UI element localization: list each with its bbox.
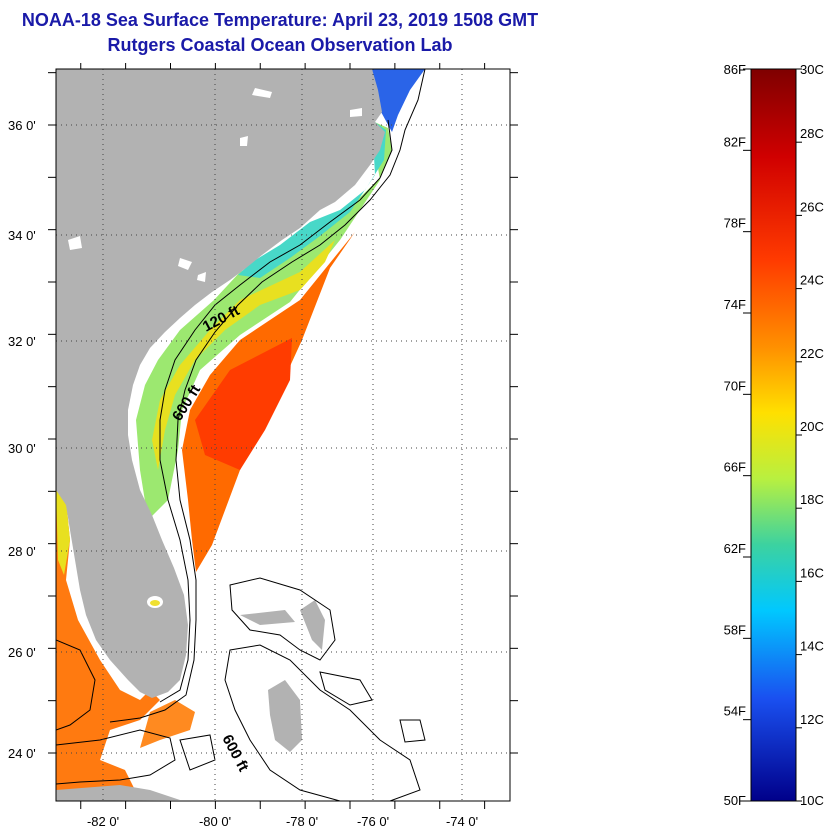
colorbar-label-c: 26C — [800, 199, 824, 214]
lat-label: 34 0' — [8, 228, 36, 243]
colorbar-label-f: 66F — [724, 460, 746, 475]
colorbar-label-f: 50F — [724, 793, 746, 808]
lake-mattamuskeet — [350, 108, 362, 117]
colorbar-label-f: 62F — [724, 541, 746, 556]
lat-label: 32 0' — [8, 334, 36, 349]
sst-cold-north — [372, 69, 425, 132]
contour-great-bahama-bank — [224, 644, 421, 801]
sst-florida-straits — [140, 700, 195, 748]
colorbar-ticks — [743, 68, 802, 802]
lon-label: -74 0' — [446, 814, 478, 829]
colorbar-label-c: 24C — [800, 273, 824, 288]
colorbar-label-c: 20C — [800, 419, 824, 434]
colorbar-label-f: 86F — [724, 62, 746, 77]
colorbar-celsius-labels: 30C 28C 26C 24C 22C 20C 18C 16C 14C 12C 10C — [800, 62, 824, 808]
map-frame — [55, 68, 511, 802]
sst-gulf-shelf — [56, 490, 70, 575]
colorbar-label-f: 70F — [724, 378, 746, 393]
map-panel — [56, 69, 510, 801]
lake-kerr — [252, 88, 272, 98]
colorbar-gradient — [750, 68, 797, 802]
colorbar-fahrenheit-labels: 86F 82F 78F 74F 70F 66F 62F 58F 54F 50F — [724, 62, 746, 808]
sst-swath-warm-core — [195, 338, 292, 470]
lake-moultrie — [197, 272, 206, 282]
lon-label: -80 0' — [199, 814, 231, 829]
map-title: NOAA-18 Sea Surface Temperature: April 2… — [21, 10, 539, 30]
sst-gulf-of-mexico — [56, 490, 160, 801]
sst-shelf-yellow — [152, 240, 335, 470]
lake-hartwell — [68, 236, 82, 250]
colorbar-label-c: 28C — [800, 126, 824, 141]
latitude-axis-labels: 36 0' 34 0' 32 0' 30 0' 28 0' 26 0' 24 0… — [8, 118, 36, 761]
contour-120ft — [159, 119, 393, 703]
lat-label: 28 0' — [8, 544, 36, 559]
lake-jordan — [240, 136, 248, 146]
lat-label: 30 0' — [8, 441, 36, 456]
lat-label: 36 0' — [8, 118, 36, 133]
contour-florida-keys — [56, 729, 176, 785]
colorbar-label-c: 10C — [800, 793, 824, 808]
contour-gulf — [56, 639, 96, 731]
lat-label: 26 0' — [8, 645, 36, 660]
colorbar-label-f: 54F — [724, 704, 746, 719]
temperature-colorbar: 86F 82F 78F 74F 70F 66F 62F 58F 54F 50F 30C 28C 26C… — [724, 62, 824, 808]
lake-marion — [178, 258, 192, 270]
land-cuba — [56, 785, 180, 801]
map-subtitle: Rutgers Coastal Ocean Observation Lab — [107, 35, 453, 55]
land-southeast-us — [56, 69, 385, 698]
graticule — [56, 69, 510, 801]
colorbar-label-f: 78F — [724, 216, 746, 231]
contour-bahamas-banks — [229, 577, 336, 661]
colorbar-label-c: 18C — [800, 492, 824, 507]
colorbar-label-c: 14C — [800, 639, 824, 654]
lon-label: -76 0' — [357, 814, 389, 829]
colorbar-label-c: 22C — [800, 346, 824, 361]
longitude-axis-labels: -82 0' -80 0' -78 0' -76 0' -74 0' — [87, 814, 478, 829]
lon-label: -78 0' — [286, 814, 318, 829]
land-grand-bahama — [240, 610, 295, 625]
colorbar-label-f: 74F — [724, 297, 746, 312]
contour-600ft — [109, 69, 426, 723]
land-andros-island — [268, 680, 302, 752]
map-ticks — [48, 63, 518, 809]
colorbar-label-c: 30C — [800, 62, 824, 77]
colorbar-label-c: 12C — [800, 712, 824, 727]
colorbar-label-f: 82F — [724, 134, 746, 149]
colorbar-label-f: 58F — [724, 622, 746, 637]
lake-okeechobee-core — [150, 600, 160, 606]
land-abaco-island — [300, 600, 325, 650]
lat-label: 24 0' — [8, 746, 36, 761]
colorbar-label-c: 16C — [800, 565, 824, 580]
lon-label: -82 0' — [87, 814, 119, 829]
